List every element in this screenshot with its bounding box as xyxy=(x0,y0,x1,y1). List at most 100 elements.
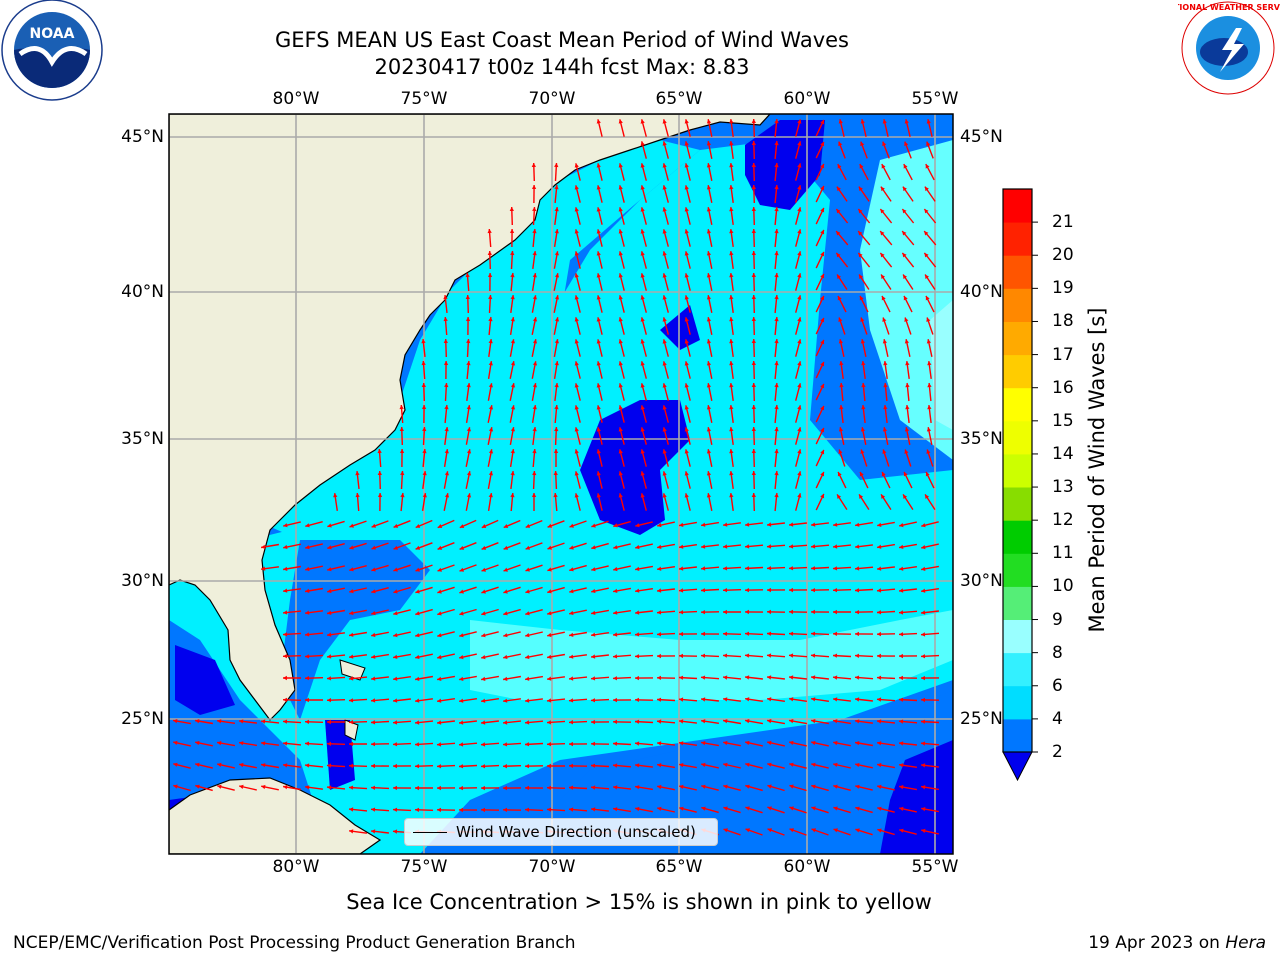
wave-arrow-head xyxy=(525,698,530,703)
wave-arrow-head xyxy=(444,427,449,432)
wave-arrow-head xyxy=(488,295,493,300)
wave-arrow-head xyxy=(618,207,623,212)
wave-arrow-head xyxy=(926,141,931,146)
wave-arrow-head xyxy=(510,427,515,432)
wave-arrow-head xyxy=(547,611,552,616)
wave-arrow-head xyxy=(679,763,684,768)
wave-arrow-head xyxy=(925,295,930,301)
wave-arrow-head xyxy=(836,186,841,192)
wave-arrow-head xyxy=(926,317,931,322)
wave-arrow-head xyxy=(903,494,908,499)
wave-arrow-head xyxy=(415,545,421,550)
colorbar-tick-label: 2 xyxy=(1052,742,1063,762)
colorbar-segment xyxy=(1003,652,1032,687)
wave-arrow-head xyxy=(774,163,779,168)
wave-arrow-head xyxy=(657,806,662,811)
wave-arrow-head xyxy=(261,763,266,768)
wave-arrow-head xyxy=(859,295,864,301)
wave-arrow-head xyxy=(635,741,640,746)
wave-arrow-head xyxy=(532,405,537,410)
wave-arrow-head xyxy=(459,742,464,747)
wave-arrow-head xyxy=(833,588,837,593)
wave-arrow-head xyxy=(833,522,838,527)
wave-arrow-head xyxy=(820,229,825,235)
wave-arrow-head xyxy=(547,523,552,528)
wave-arrow-head xyxy=(371,611,376,616)
wave-arrow-head xyxy=(283,763,288,768)
wave-arrow-head xyxy=(684,251,689,256)
wave-arrow-head xyxy=(706,339,712,344)
wave-arrow-head xyxy=(767,784,772,789)
wave-arrow-head xyxy=(531,185,537,189)
wave-arrow-head xyxy=(745,588,749,593)
wave-arrow-head xyxy=(487,251,492,255)
map-legend: Wind Wave Direction (unscaled) xyxy=(404,818,718,846)
wave-arrow-head xyxy=(459,524,465,528)
wave-arrow-head xyxy=(531,163,536,167)
wave-direction-arrows xyxy=(172,118,940,836)
wave-arrow-head xyxy=(618,317,623,322)
wave-arrow-head xyxy=(820,251,825,257)
wave-arrow-head xyxy=(613,785,618,790)
wave-arrow-head xyxy=(437,567,442,572)
wave-arrow-head xyxy=(465,317,471,321)
wave-arrow-head xyxy=(877,675,882,680)
wave-arrow-head xyxy=(327,588,332,594)
wave-arrow-head xyxy=(371,545,376,550)
wave-arrow-head xyxy=(239,719,244,724)
wave-arrow-head xyxy=(574,361,579,366)
wave-arrow-head xyxy=(701,631,705,637)
wave-arrow-head xyxy=(393,829,398,834)
wave-arrow-head xyxy=(797,185,802,190)
wave-arrow-head xyxy=(833,675,838,680)
wave-arrow-head xyxy=(525,720,530,725)
wave-arrow-head xyxy=(855,566,860,571)
wave-arrow-head xyxy=(510,339,515,344)
wave-arrow-head xyxy=(751,405,756,409)
wave-arrow-head xyxy=(882,339,887,344)
wave-arrow-head xyxy=(684,229,689,234)
wave-arrow-head xyxy=(444,405,449,410)
wave-arrow-head xyxy=(797,163,802,168)
wave-arrow-head xyxy=(839,405,844,410)
wave-arrow-head xyxy=(774,229,779,234)
wave-arrow-head xyxy=(466,471,472,476)
wave-arrow-head xyxy=(706,361,712,366)
wave-arrow-head xyxy=(820,273,825,279)
wave-arrow-head xyxy=(706,207,712,212)
wave-arrow-head xyxy=(618,163,623,168)
wave-arrow-head xyxy=(596,317,601,322)
wave-arrow-head xyxy=(679,544,684,549)
colorbar-tick-label: 14 xyxy=(1052,443,1074,464)
wave-arrow-head xyxy=(466,405,471,410)
wave-arrow-head xyxy=(466,361,471,366)
wave-arrow-head xyxy=(855,610,859,615)
wave-arrow-head xyxy=(684,449,689,454)
lon-label-bottom: 70°W xyxy=(528,857,576,877)
wave-arrow-head xyxy=(858,252,863,258)
wave-arrow-head xyxy=(662,427,667,432)
wave-arrow-head xyxy=(283,675,287,681)
wave-arrow-head xyxy=(640,361,645,366)
wave-arrow-head xyxy=(173,762,178,767)
wave-arrow-head xyxy=(662,185,667,190)
colorbar-extend-min xyxy=(1002,751,1033,782)
wave-arrow-head xyxy=(574,207,579,212)
wave-arrow-head xyxy=(657,632,661,637)
wave-arrow-head xyxy=(349,807,354,812)
wave-arrow-head xyxy=(525,589,530,594)
wave-arrow-head xyxy=(532,383,537,388)
wave-arrow-head xyxy=(393,807,398,812)
wave-arrow-head xyxy=(532,317,538,322)
wave-arrow-head xyxy=(684,405,689,410)
wave-arrow-head xyxy=(729,317,734,322)
wave-arrow-head xyxy=(706,493,712,498)
wave-arrow-head xyxy=(902,186,907,192)
wave-arrow-head xyxy=(706,427,712,432)
wave-arrow-head xyxy=(729,427,734,432)
wave-arrow-head xyxy=(327,523,332,528)
wave-arrow-head xyxy=(591,763,596,768)
wave-arrow-head xyxy=(554,405,559,410)
wave-arrow-head xyxy=(305,610,310,615)
wave-arrow-head xyxy=(855,653,859,658)
